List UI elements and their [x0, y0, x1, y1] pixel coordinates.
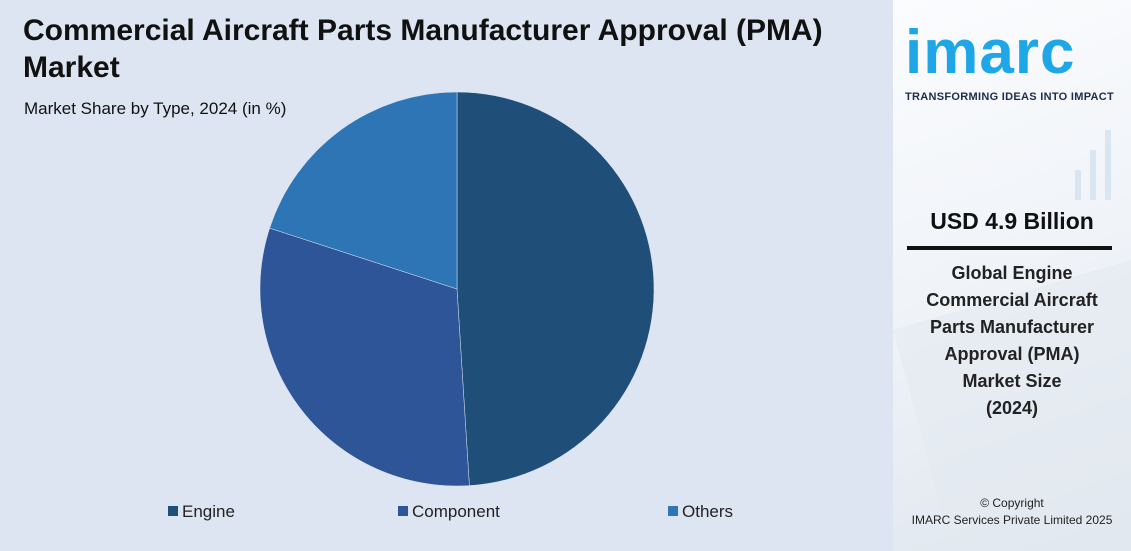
headline: USD 4.9 Billion	[930, 208, 1094, 234]
chart-subtitle: Market Share by Type, 2024 (in %)	[24, 99, 287, 118]
description-line: Market Size	[962, 371, 1062, 391]
pie-slice	[269, 91, 458, 290]
legend-swatch	[168, 506, 178, 516]
description-line: (2024)	[985, 398, 1039, 418]
legend-label: Component	[412, 502, 500, 521]
legend-swatch	[668, 506, 678, 516]
description-line: Commercial Aircraft	[926, 290, 1098, 310]
chart-panel: Engine Component Others Commercial Aircraf…	[0, 0, 893, 551]
legend-label: Others	[682, 502, 733, 521]
chart: Engine Component Others	[168, 91, 733, 521]
sidebar: imarc TRANSFORMING IDEAS INTO IMPACT USD…	[893, 0, 1131, 551]
legend-swatch	[398, 506, 408, 516]
description: Global Engine Commercial Aircraft Parts Ma…	[893, 260, 1131, 422]
logo: imarc	[905, 18, 1076, 87]
legend-label: Engine	[182, 502, 235, 521]
description-line: Parts Manufacturer	[929, 317, 1095, 337]
pie-slice	[456, 91, 655, 486]
pie-slice	[259, 227, 470, 487]
copyright: © Copyright IMARC Services Private Limite…	[893, 495, 1131, 529]
description-line: Approval (PMA)	[944, 344, 1080, 364]
divider	[907, 246, 1112, 250]
tagline: TRANSFORMING IDEAS INTO IMPACT	[905, 91, 1115, 103]
copyright-line: © Copyright	[980, 496, 1044, 510]
copyright-line: IMARC Services Private Limited 2025	[911, 513, 1113, 527]
chart-title: Commercial Aircraft Parts Manufacturer A…	[23, 14, 823, 84]
decoration	[893, 130, 1131, 551]
description-line: Global Engine	[951, 263, 1073, 283]
